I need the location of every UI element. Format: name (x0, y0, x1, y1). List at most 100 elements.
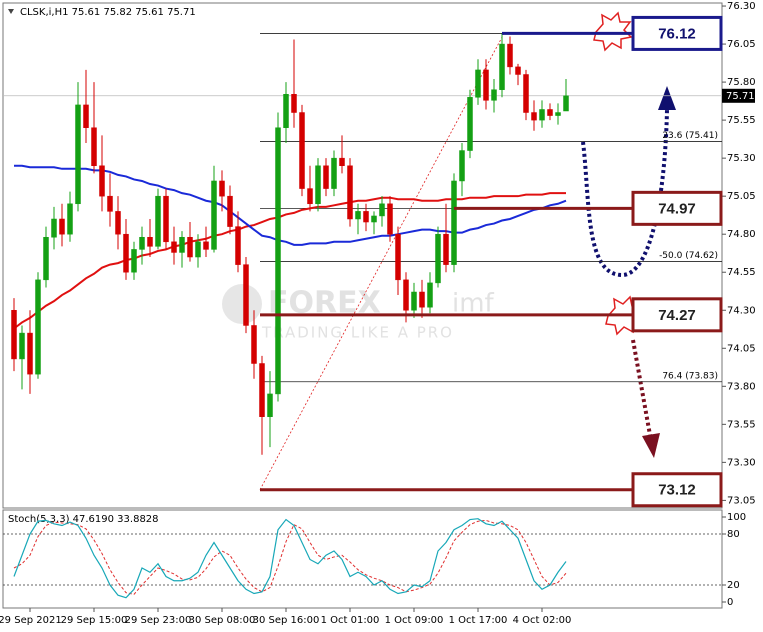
candle-body (251, 325, 257, 364)
y-tick-label: 75.80 (727, 77, 756, 88)
candle-body (163, 195, 169, 243)
chart-title: CLSK,i,H1 75.61 75.82 75.61 75.71 (20, 7, 196, 18)
stoch-tick-label: 100 (727, 512, 746, 523)
y-tick-label: 74.05 (727, 343, 756, 354)
arrow-head (642, 433, 660, 458)
price-tag-label: 75.71 (726, 91, 755, 102)
candle-body (91, 127, 97, 167)
x-tick-label: 1 Oct 09:00 (385, 615, 444, 626)
candle-body (131, 249, 137, 273)
level-label: 73.12 (658, 482, 696, 499)
level-box (631, 190, 723, 226)
stoch-main (13, 518, 567, 599)
x-tick-label: 29 Sep 15:00 (61, 615, 128, 626)
y-tick-label: 75.55 (727, 115, 756, 126)
candle-body (419, 291, 425, 308)
candle-body (203, 241, 209, 250)
stoch-signal (13, 519, 567, 595)
price-tag (722, 88, 755, 103)
candle-body (115, 211, 121, 235)
level-label: 76.12 (658, 25, 696, 42)
candle-body (491, 89, 497, 101)
candle-body (339, 157, 345, 167)
candle-body (467, 97, 473, 151)
y-tick-label: 73.05 (727, 495, 756, 506)
y-tick-label: 75.05 (727, 191, 756, 202)
candle-body (235, 226, 241, 265)
candle-body (539, 109, 545, 121)
x-tick-label: 29 Sep 23:00 (125, 615, 192, 626)
fib-label: 23.6 (75.41) (662, 131, 718, 141)
y-tick-label: 73.80 (727, 381, 756, 392)
x-tick-label: 4 Oct 02:00 (513, 615, 572, 626)
candle-body (451, 180, 457, 265)
candle-body (267, 393, 273, 417)
candle-body (307, 188, 313, 205)
candle-body (35, 279, 41, 375)
candle-body (43, 236, 49, 281)
candle-body (19, 332, 25, 360)
candle-body (331, 157, 337, 189)
candle-body (395, 233, 401, 281)
fib-label: 76.4 (73.83) (662, 371, 718, 381)
candle-body (219, 180, 225, 197)
stoch-frame (2, 509, 723, 609)
candle-body (459, 150, 465, 182)
candle-body (507, 43, 513, 68)
candle-body (227, 195, 233, 227)
candle-body (499, 43, 505, 90)
candle-body (59, 218, 65, 235)
candle-body (139, 236, 145, 250)
candle-body (27, 332, 33, 375)
x-tick-label: 29 Sep 2021 (0, 615, 62, 626)
candle-body (531, 112, 537, 121)
moving-average (14, 164, 567, 246)
x-tick-label: 1 Oct 17:00 (449, 615, 508, 626)
level-label: 74.27 (658, 307, 696, 324)
main-frame (2, 2, 723, 509)
y-tick-label: 74.30 (727, 305, 756, 316)
candle-body (411, 291, 417, 311)
candle-body (299, 112, 305, 189)
projection-arrow (631, 339, 652, 436)
y-tick-label: 73.55 (727, 419, 756, 430)
candle-body (147, 236, 153, 247)
fib-label: -50.0 (74.62) (659, 251, 718, 261)
arrow-head (658, 86, 676, 110)
candle-body (211, 180, 217, 250)
candle-body (475, 69, 481, 98)
y-tick-label: 73.30 (727, 457, 756, 468)
title-icon (8, 9, 14, 14)
candle-body (387, 203, 393, 235)
candle-body (403, 279, 409, 311)
moving-average (13, 192, 566, 330)
candle-body (123, 233, 129, 273)
stoch-title: Stoch(5,3,3) 47.6190 33.8828 (8, 514, 159, 525)
y-tick-label: 74.55 (727, 267, 756, 278)
candle-body (67, 203, 73, 235)
x-tick-label: 30 Sep 16:00 (253, 615, 320, 626)
level-box (631, 15, 723, 51)
candle-body (427, 282, 433, 308)
candle-body (187, 236, 193, 258)
candle-body (283, 94, 289, 128)
candle-body (259, 363, 265, 417)
y-tick-label: 74.80 (727, 229, 756, 240)
candle-body (547, 109, 553, 116)
candle-body (155, 195, 161, 247)
candle-body (99, 165, 105, 197)
stoch-tick-label: 80 (727, 529, 740, 540)
candle-body (483, 69, 489, 101)
watermark-tagline: TRADING LIKE A PRO (261, 324, 454, 342)
candle-body (435, 233, 441, 284)
candle-body (195, 241, 201, 258)
candle-body (315, 165, 321, 205)
candle-body (515, 66, 521, 75)
candle-body (563, 95, 569, 112)
candle-body (11, 310, 17, 360)
candle-body (291, 94, 297, 113)
candle-body (371, 215, 377, 223)
candle-body (107, 195, 113, 212)
candle-body (523, 74, 529, 113)
